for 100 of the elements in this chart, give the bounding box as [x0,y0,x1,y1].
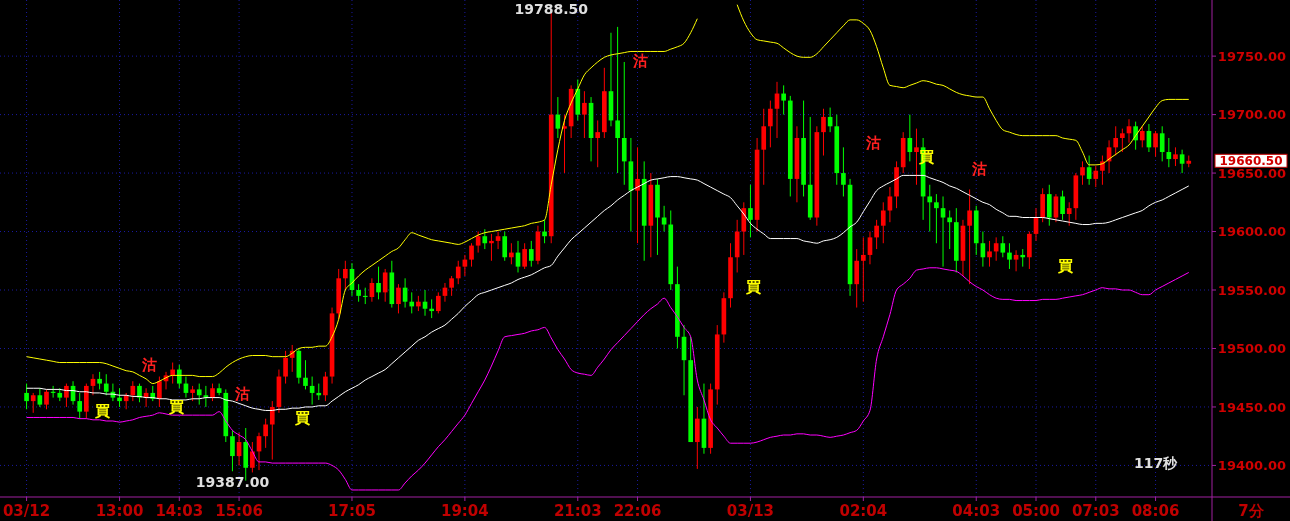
y-tick-label: 19700.00 [1217,107,1287,123]
candlestick [987,240,992,268]
candlestick [455,260,461,285]
candlestick [376,266,381,300]
candlestick [615,26,620,174]
candlestick [934,193,939,244]
candlestick [1113,125,1119,157]
candlestick [435,291,441,314]
x-tick-label: 21:03 [553,502,602,520]
candlestick [914,128,919,186]
candlestick [469,242,474,268]
candlestick [117,387,122,408]
y-tick-label: 19450.00 [1217,399,1287,415]
candlestick [761,108,767,186]
y-tick-label: 19750.00 [1217,48,1287,64]
candlestick [1066,201,1072,227]
candlestick [382,268,388,303]
candlestick [947,209,952,250]
candlestick [64,383,69,408]
x-tick-label: 19:04 [441,502,489,520]
candlestick [157,376,162,408]
candlestick [24,383,29,410]
x-axis-title: 7分 [1238,502,1265,520]
candlestick [482,228,488,250]
candlestick [196,383,202,406]
candlestick [1046,184,1052,227]
candlestick [748,184,753,238]
y-tick-label: 19500.00 [1217,341,1287,357]
candlestick [1153,130,1158,158]
candlestick [170,362,175,385]
candlestick [343,260,348,291]
x-tick-label: 07:03 [1071,502,1120,520]
candlestick [502,231,508,262]
candlestick [303,359,308,390]
candlestick [475,231,481,254]
x-tick-label: 02:04 [839,502,888,520]
annotation: 買 [1057,256,1074,275]
x-tick-label: 17:05 [328,502,376,520]
candlestick [1173,146,1178,167]
candlestick [1027,231,1032,270]
candlestick [542,219,547,244]
annotation: 19788.50 [514,1,589,18]
candlestick [841,146,846,197]
y-tick-label: 19650.00 [1217,165,1287,181]
x-tick-label: 03/12 [2,502,51,520]
candlestick [635,146,640,244]
candlestick [283,350,288,385]
candlestick [1159,125,1165,162]
candlestick [1093,165,1099,188]
y-tick-label: 19600.00 [1217,224,1287,240]
candlestick [77,392,83,420]
candlestick [1120,128,1125,153]
annotation: 117秒 [1133,454,1179,471]
candlestick [522,242,527,270]
text: 19660.50 [1219,153,1283,168]
x-tick-label: 22:06 [613,502,662,520]
candlestick [230,429,235,472]
candlestick [30,392,36,414]
candlestick [263,418,268,449]
x-tick-label: 13:00 [95,502,144,520]
candlestick [694,406,700,470]
candlestick [874,219,879,250]
x-tick-label: 14:03 [155,502,204,520]
annotation: 19387.00 [195,473,270,490]
annotation: 沽 [971,159,988,178]
candlestick [562,114,567,174]
candlestick [1040,187,1045,223]
candlestick [1007,242,1012,270]
y-tick-label: 19550.00 [1217,282,1287,298]
candlestick [137,383,142,403]
candlestick [880,201,886,244]
annotation: 沽 [864,133,881,152]
y-tick-label: 19400.00 [1217,457,1287,473]
candlestick [176,364,182,389]
candlestick [1080,160,1085,186]
annotation: 買 [745,277,762,296]
candlestick [621,61,627,186]
annotation: 買 [94,401,111,420]
candlestick [44,388,49,410]
annotation: 沽 [632,52,649,71]
candlestick [1100,155,1105,186]
candlestick [409,291,415,314]
annotation: 買 [293,408,310,427]
candlestick [1013,249,1019,272]
candlestick [861,236,866,303]
candlestick [781,84,786,116]
candlestick [582,90,587,139]
annotation: 買 [167,398,184,417]
candlestick [362,287,368,305]
candlestick [528,240,534,268]
x-tick-label: 04:03 [952,502,1001,520]
candlestick [854,248,860,309]
candlestick [1060,190,1065,221]
x-tick-label: 03/13 [726,502,775,520]
candlestick [396,283,401,314]
candlestick [489,233,494,262]
candlestick [1139,125,1145,148]
x-tick-label: 15:06 [215,502,263,520]
annotation: 沽 [233,385,250,404]
candlestick [741,201,747,256]
